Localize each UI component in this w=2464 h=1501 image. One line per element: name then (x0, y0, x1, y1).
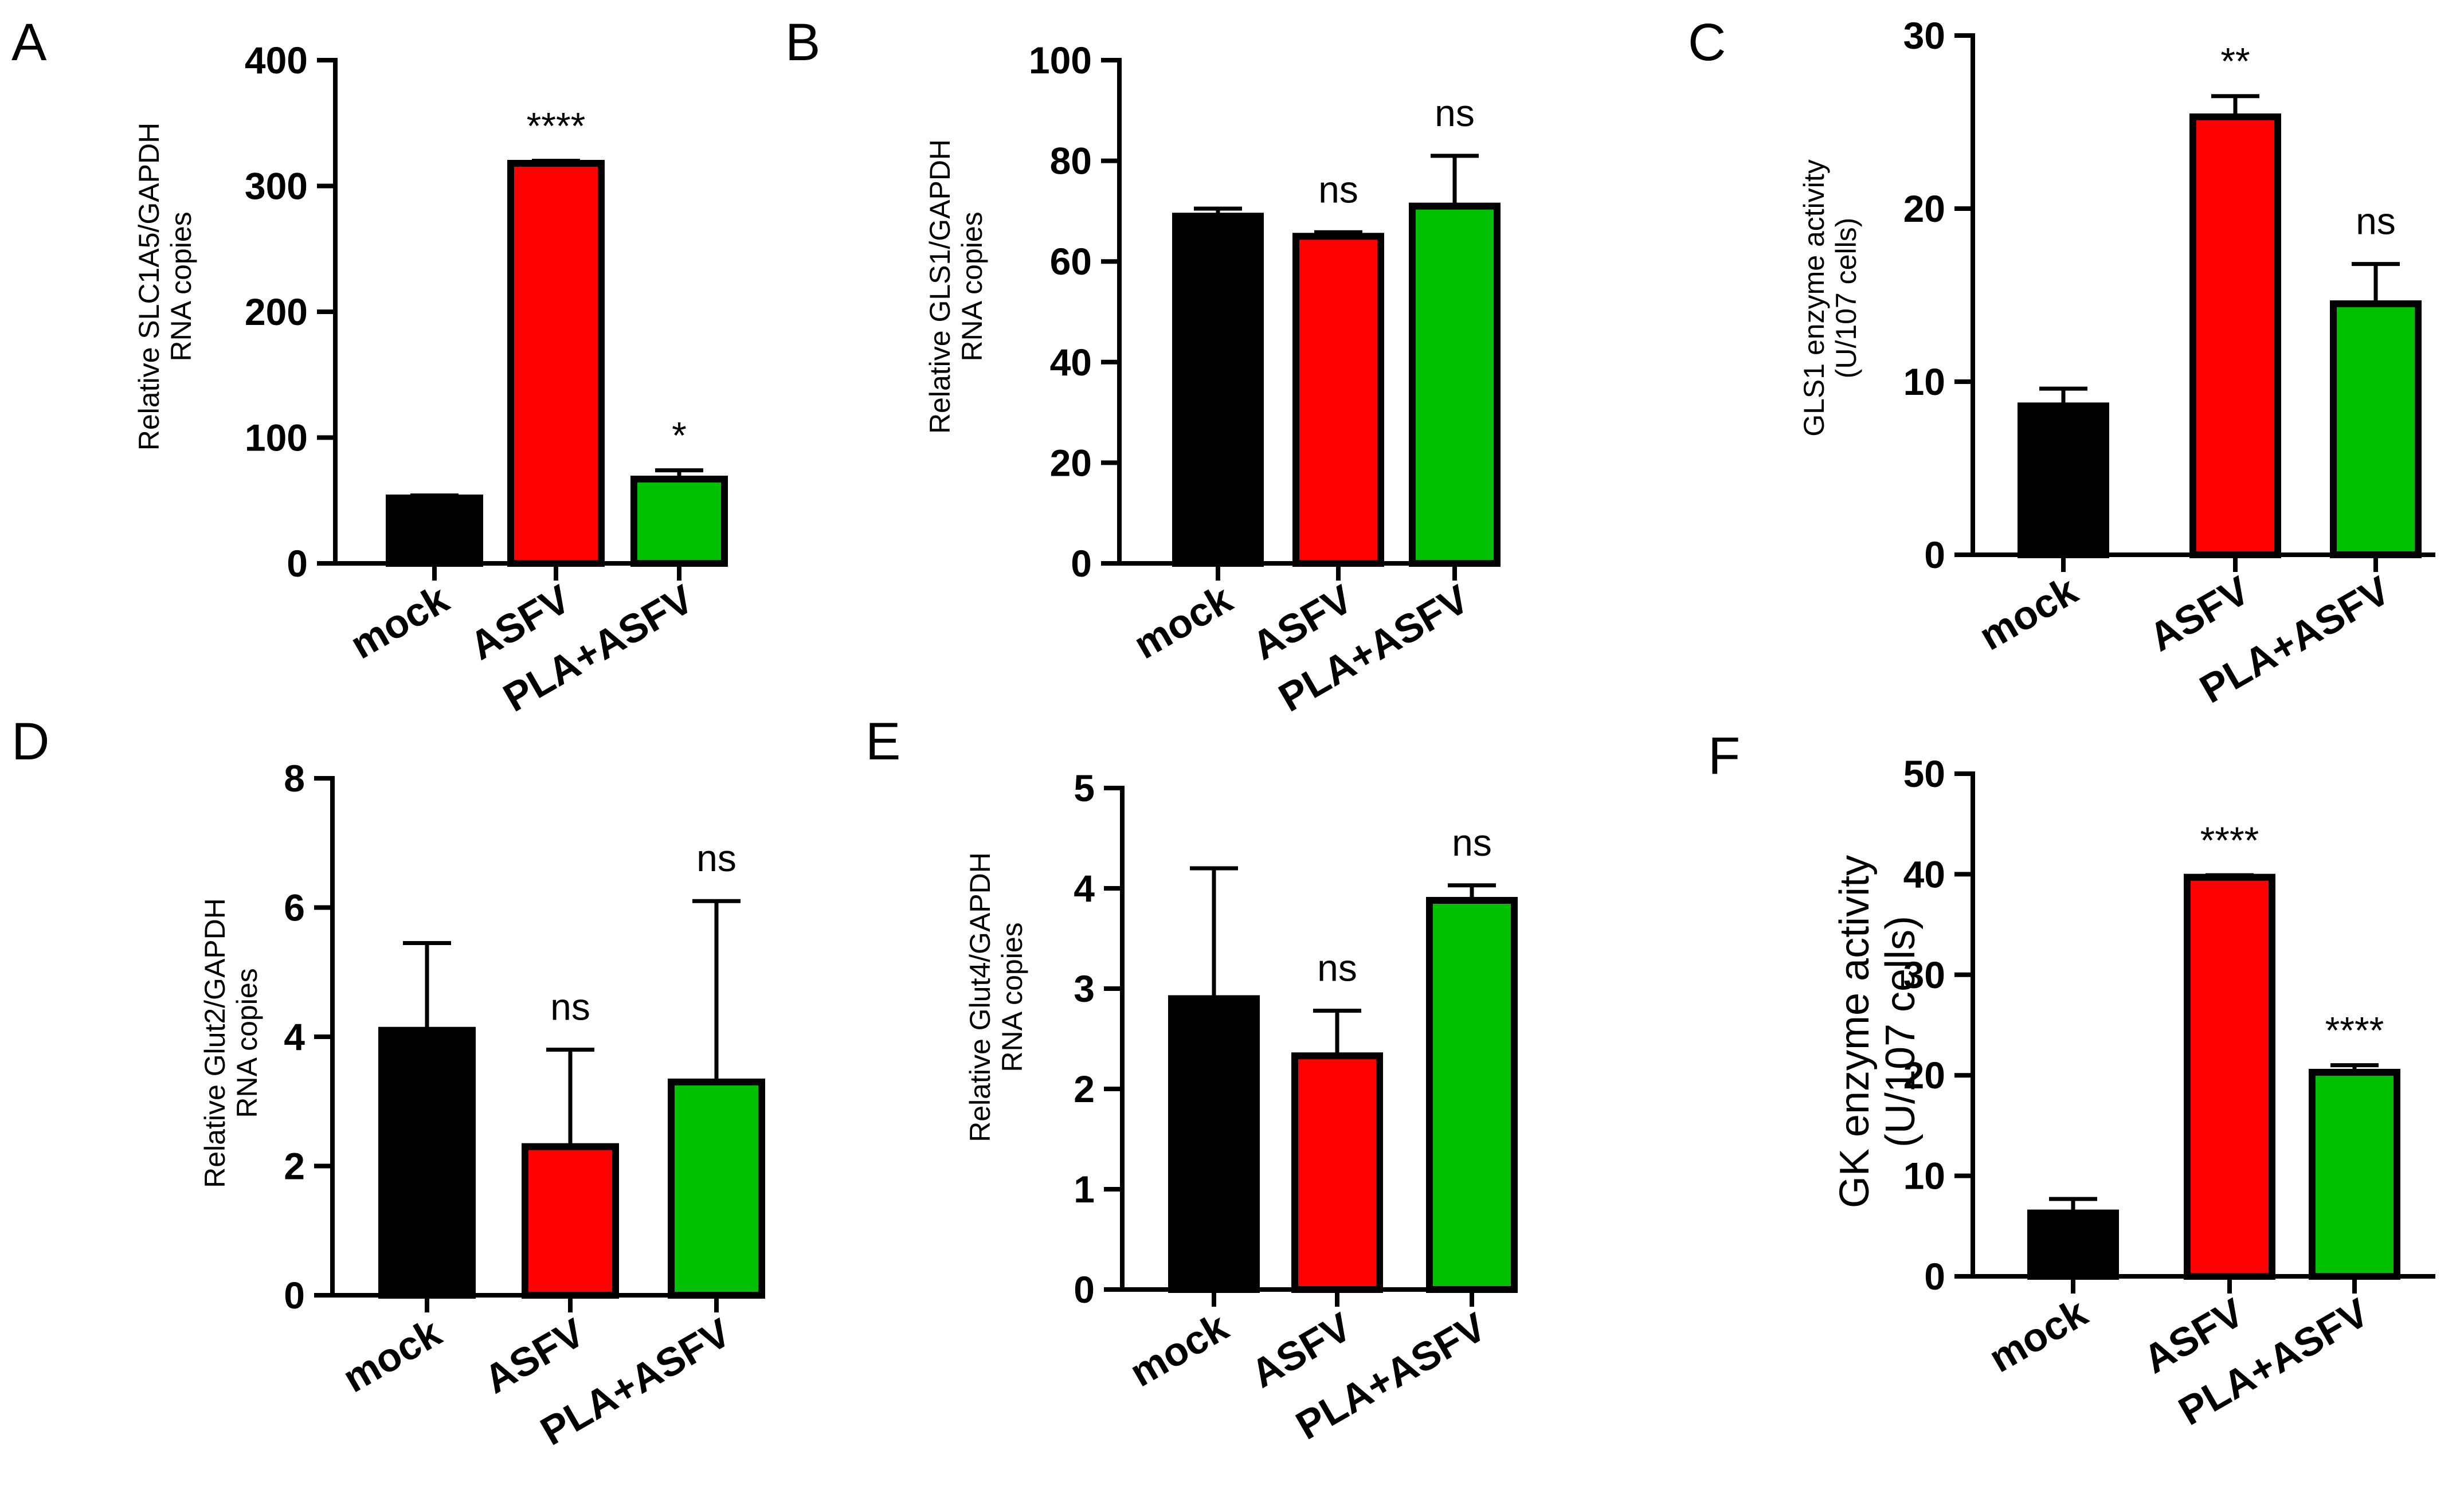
y-tick-label: 0 (287, 542, 308, 585)
y-axis-label: GK enzyme activity (1832, 855, 1878, 1208)
y-tick-label: 100 (245, 417, 308, 459)
y-tick-label: 10 (1903, 1155, 1945, 1197)
panel-letter: D (11, 712, 49, 771)
y-tick-label: 200 (245, 291, 308, 333)
y-tick-label: 20 (1050, 441, 1092, 484)
panel-letter: F (1708, 727, 1740, 785)
bar-asfv (1291, 1052, 1383, 1293)
y-tick-label: 20 (1903, 1054, 1945, 1096)
bar-pla-plus-asfv (2309, 1068, 2400, 1280)
y-axis-label: RNA copies (996, 922, 1028, 1072)
y-axis-label: RNA copies (165, 211, 197, 361)
significance-label: ns (1317, 947, 1357, 989)
y-tick-label: 8 (284, 757, 305, 800)
significance-label: ** (2220, 40, 2250, 83)
bar-mock (1168, 995, 1260, 1293)
y-tick-label: 5 (1074, 767, 1095, 809)
bar-asfv (1292, 233, 1384, 567)
y-axis-label: GLS1 enzyme activity (1798, 159, 1830, 437)
bar-asfv (2184, 873, 2275, 1280)
significance-label: ns (696, 837, 737, 879)
significance-label: **** (2200, 819, 2259, 861)
significance-label: ns (550, 986, 590, 1028)
x-tick-label: mock (1126, 576, 1239, 667)
significance-label: ns (1318, 168, 1358, 210)
y-tick-label: 40 (1903, 853, 1945, 895)
panel-letter: E (865, 712, 900, 771)
panel-letter: C (1688, 13, 1726, 72)
y-axis-label: RNA copies (231, 968, 263, 1118)
y-tick-label: 40 (1050, 341, 1092, 383)
y-axis-label: (U/107 cells) (1830, 218, 1862, 379)
significance-label: ns (1435, 92, 1475, 134)
y-axis-label: Relative SLC1A5/GAPDH (133, 123, 165, 450)
y-tick-label: 1 (1074, 1168, 1095, 1210)
y-axis-label: Relative Glut2/GAPDH (199, 898, 231, 1188)
bar-mock (378, 1026, 476, 1299)
y-tick-label: 50 (1903, 753, 1945, 795)
chart-panel-c: C 0 10 20 30 GLS1 enzyme activity (U/107 cells… (1688, 13, 2435, 712)
chart-panel-f: F 0 10 20 30 40 50 GK enzyme activity (U/107 cel… (1708, 727, 2435, 1434)
significance-label: **** (527, 105, 586, 147)
y-tick-label: 30 (1903, 954, 1945, 996)
y-tick-label: 6 (284, 887, 305, 929)
y-tick-label: 100 (1029, 39, 1092, 81)
chart-panel-d: D 0 2 4 6 8 Relative Glut2/GAPDH RNA copies mock… (11, 712, 765, 1454)
bar-pla-plus-asfv (630, 475, 728, 567)
y-axis-label: Relative GLS1/GAPDH (924, 139, 956, 434)
y-tick-label: 0 (1071, 542, 1092, 585)
y-tick-label: 3 (1074, 967, 1095, 1010)
y-tick-label: 0 (1924, 1255, 1945, 1298)
panel-letter: B (785, 13, 820, 72)
y-tick-label: 60 (1050, 240, 1092, 283)
chart-panel-e: E 0 1 2 3 4 5 Relative Glut4/GAPDH RNA copies moc… (865, 712, 1518, 1448)
panel-letter: A (11, 13, 47, 72)
significance-label: **** (2325, 1009, 2384, 1052)
significance-label: ns (2356, 200, 2396, 242)
x-tick-label: mock (1122, 1304, 1235, 1395)
x-tick-label: mock (335, 1310, 448, 1401)
y-tick-label: 300 (245, 165, 308, 207)
y-tick-label: 400 (245, 39, 308, 81)
y-tick-label: 4 (1074, 867, 1095, 910)
x-tick-label: ASFV (477, 1310, 592, 1402)
bar-mock (1172, 213, 1264, 567)
y-tick-label: 10 (1903, 360, 1945, 403)
y-axis-label: Relative Glut4/GAPDH (964, 852, 996, 1142)
x-tick-label: mock (343, 576, 456, 667)
significance-label: * (672, 414, 687, 457)
bar-asfv (2189, 113, 2281, 558)
x-tick-label: mock (1972, 567, 2085, 659)
bar-asfv (507, 159, 605, 567)
bar-mock (386, 494, 483, 567)
bar-mock (2027, 1209, 2119, 1280)
bar-pla-plus-asfv (1409, 202, 1501, 567)
y-tick-label: 2 (1074, 1068, 1095, 1110)
y-tick-label: 30 (1903, 14, 1945, 57)
y-tick-label: 80 (1050, 140, 1092, 182)
y-tick-label: 4 (284, 1016, 305, 1058)
chart-panel-a: A 0 100 200 300 400 Relative SLC1A5/GAPDH RNA c… (11, 13, 728, 720)
bar-pla-plus-asfv (2330, 300, 2422, 558)
significance-label: ns (1452, 821, 1492, 864)
bar-pla-plus-asfv (1426, 897, 1518, 1293)
y-tick-label: 0 (284, 1274, 305, 1316)
y-tick-label: 2 (284, 1145, 305, 1188)
x-tick-label: mock (1981, 1290, 2094, 1381)
bar-mock (2018, 402, 2109, 559)
y-axis-label: (U/107 cells) (1878, 916, 1924, 1147)
y-tick-label: 20 (1903, 187, 1945, 230)
bar-asfv (522, 1143, 619, 1299)
y-tick-label: 0 (1924, 534, 1945, 576)
y-axis-label: RNA copies (956, 211, 988, 361)
chart-panel-b: B 0 20 40 60 80 100 Relative GLS1/GAPDH RNA copi… (785, 13, 1501, 720)
bar-pla-plus-asfv (668, 1078, 765, 1299)
y-tick-label: 0 (1074, 1268, 1095, 1311)
